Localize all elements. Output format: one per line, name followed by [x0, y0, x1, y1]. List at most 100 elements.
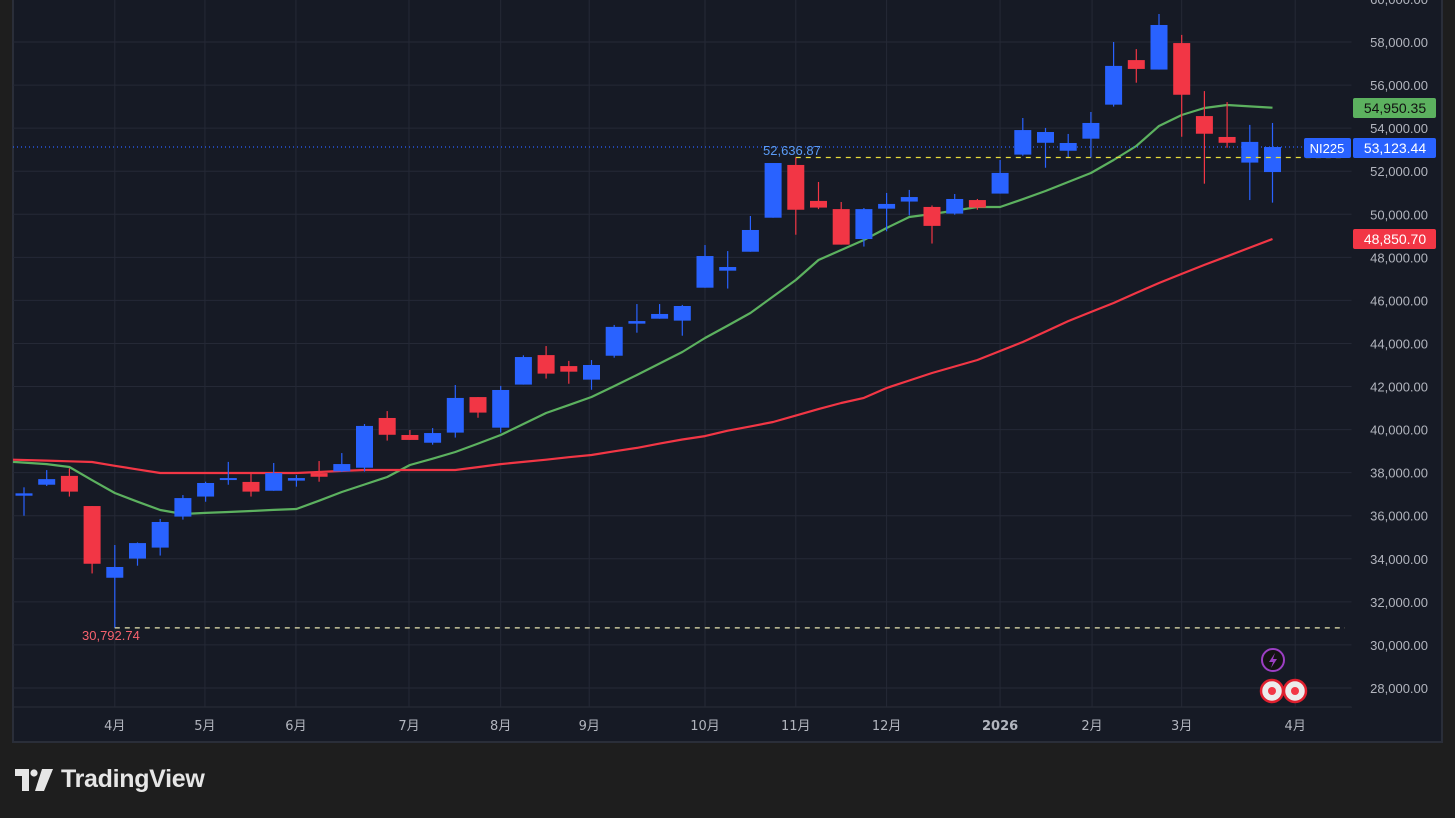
time-axis[interactable]: 4月 5月 6月 7月 8月 9月 10月 11月 12月 2026 2月 3月 4月 — [104, 719, 1306, 734]
candle-down — [1195, 91, 1213, 184]
candle-down — [1127, 49, 1145, 83]
candle-body — [923, 206, 941, 226]
candle-body — [1173, 43, 1191, 95]
moving-averages — [12, 103, 1273, 516]
tradingview-logo[interactable]: TradingView — [15, 765, 205, 794]
candle-body — [1082, 122, 1100, 139]
candle-up — [628, 304, 646, 333]
candle-down — [469, 397, 487, 418]
time-tick-label: 2月 — [1081, 719, 1102, 734]
time-tick-label: 4月 — [104, 719, 125, 734]
candle-down — [60, 468, 78, 497]
high-label: 52,636.87 — [763, 143, 821, 158]
time-tick-label: 5月 — [194, 719, 215, 734]
candle-body — [878, 203, 896, 209]
ma-short-line — [12, 103, 1273, 516]
candle-up — [129, 542, 146, 566]
price-tick-label: 58,000.00 — [1370, 35, 1428, 50]
time-tick-label: 6月 — [285, 719, 306, 734]
candle-down — [832, 201, 850, 245]
candle-down — [968, 198, 986, 210]
tradingview-logo-icon — [15, 768, 53, 791]
candle-up — [764, 163, 782, 218]
candle-body — [696, 256, 714, 288]
candle-body — [946, 198, 964, 214]
candle-up — [741, 215, 759, 252]
candle-body — [60, 475, 78, 492]
candle-up — [446, 385, 464, 438]
candle-body — [197, 483, 215, 497]
candle-up — [605, 324, 623, 358]
candle-down — [810, 181, 827, 210]
time-tick-label: 4月 — [1285, 719, 1306, 734]
candle-up — [15, 487, 33, 516]
candle-body — [673, 305, 691, 321]
candle-body — [810, 200, 827, 208]
candle-down — [242, 473, 260, 497]
candle-body — [1150, 24, 1168, 70]
price-tick-label: 56,000.00 — [1370, 78, 1428, 93]
candle-body — [1059, 142, 1077, 151]
candle-body — [605, 326, 623, 356]
price-tick-label: 60,000.00 — [1370, 0, 1428, 7]
candle-body — [787, 164, 805, 210]
candle-body — [287, 478, 305, 481]
candle-body — [83, 506, 101, 564]
candle-up — [287, 475, 305, 487]
candle-up — [719, 251, 737, 289]
earnings-event-icon[interactable] — [1259, 678, 1285, 704]
time-tick-label: 9月 — [579, 719, 600, 734]
price-tick-label: 28,000.00 — [1370, 681, 1428, 696]
candle-body — [242, 481, 260, 492]
candle-down — [1218, 102, 1236, 148]
candle-down — [787, 157, 805, 235]
time-tick-label: 11月 — [781, 719, 811, 734]
overlays — [13, 146, 1345, 629]
candle-up — [900, 189, 918, 216]
candle-down — [1173, 34, 1191, 137]
candle-body — [265, 473, 283, 491]
price-tick-label: 30,000.00 — [1370, 638, 1428, 653]
candle-up — [991, 160, 1009, 194]
candle-body — [424, 433, 442, 443]
candle-body — [560, 366, 578, 372]
ma-short-price-bg — [1353, 98, 1436, 118]
time-tick-label: 8月 — [490, 719, 511, 734]
candle-down — [310, 461, 328, 482]
candle-up — [1059, 133, 1077, 158]
last-price-bg — [1353, 138, 1436, 158]
price-tick-label: 48,000.00 — [1370, 250, 1428, 265]
candle-up — [855, 208, 873, 247]
candle-body — [15, 493, 33, 496]
candle-up — [1082, 111, 1100, 158]
candle-down — [560, 360, 578, 384]
candle-body — [310, 473, 328, 477]
candle-down — [378, 411, 396, 441]
price-tick-label: 44,000.00 — [1370, 336, 1428, 351]
candle-up — [424, 428, 442, 445]
price-axis[interactable]: 28,000.00 30,000.00 32,000.00 34,000.00 36,0… — [1370, 0, 1428, 696]
candle-up — [1150, 14, 1168, 70]
candle-up — [151, 518, 169, 556]
candle-up — [946, 194, 964, 215]
candle-body — [174, 498, 192, 517]
candle-body — [514, 357, 532, 385]
candle-body — [900, 197, 918, 202]
candle-down — [83, 506, 101, 574]
tradingview-logo-text: TradingView — [61, 765, 205, 793]
price-tick-label: 32,000.00 — [1370, 595, 1428, 610]
candle-body — [628, 321, 646, 324]
lightning-event-icon[interactable] — [1261, 648, 1285, 672]
candle-body — [1127, 60, 1145, 69]
candle-body — [1105, 65, 1123, 105]
candle-up — [106, 545, 124, 628]
earnings-event-icon[interactable] — [1282, 678, 1308, 704]
price-tick-label: 50,000.00 — [1370, 207, 1428, 222]
time-tick-label: 7月 — [398, 719, 419, 734]
candle-body — [583, 365, 600, 380]
price-tick-label: 42,000.00 — [1370, 380, 1428, 395]
candle-up — [583, 360, 600, 390]
price-tick-label: 46,000.00 — [1370, 293, 1428, 308]
price-tick-label: 40,000.00 — [1370, 423, 1428, 438]
